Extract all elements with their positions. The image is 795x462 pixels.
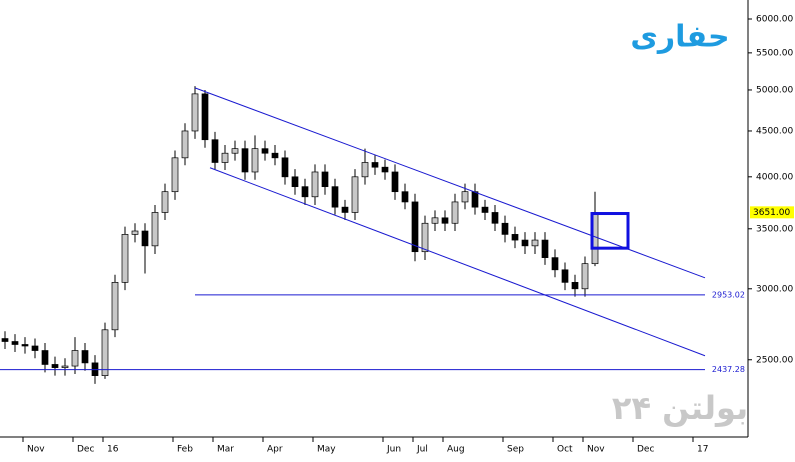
candle-body: [491, 212, 499, 224]
x-tick-label: Nov: [587, 445, 605, 455]
candle-body: [131, 230, 139, 235]
candle-body: [391, 171, 399, 193]
candle-body: [571, 282, 579, 290]
highlight-box: [590, 212, 630, 250]
x-tick-label: Feb: [177, 445, 193, 455]
x-tick-label: Nov: [27, 445, 45, 455]
candle-body: [181, 130, 189, 159]
candle-body: [311, 171, 319, 198]
candle-body: [251, 148, 259, 173]
candle-body: [431, 217, 439, 224]
candle-body: [331, 186, 339, 208]
candle-body: [521, 239, 529, 247]
candle-body: [471, 191, 479, 208]
candle-body: [191, 93, 199, 132]
candle-body: [501, 222, 509, 235]
candle-body: [531, 239, 539, 247]
candle-body: [401, 191, 409, 203]
candle-body: [261, 148, 269, 154]
candle-body: [231, 148, 239, 154]
candle-body: [451, 201, 459, 224]
candle-body: [581, 263, 589, 290]
candle-body: [551, 257, 559, 271]
level-label: 2953.02: [712, 290, 745, 299]
candle-body: [111, 282, 119, 331]
candle-body: [201, 93, 209, 141]
candle-body: [481, 206, 489, 213]
x-tick-label: Sep: [507, 445, 524, 455]
candle-body: [101, 329, 109, 376]
candle-body: [31, 345, 39, 351]
candle-body: [541, 239, 549, 258]
candle-body: [51, 364, 59, 368]
x-tick-label: Aug: [447, 445, 465, 455]
candle-body: [281, 157, 289, 178]
candle-body: [61, 365, 69, 368]
candle-body: [41, 350, 49, 365]
candle-body: [21, 344, 29, 347]
level-label: 2437.28: [712, 365, 745, 374]
y-tick-label: 4000.00: [756, 172, 793, 182]
candle-body: [321, 171, 329, 188]
x-tick-label: Dec: [637, 445, 654, 455]
y-tick-label: 6000.00: [756, 14, 793, 24]
x-tick-label: Jun: [386, 445, 401, 455]
candle-body: [271, 152, 279, 159]
chart-title: حفاری: [630, 20, 729, 55]
price-tag-label: 3651.00: [753, 208, 790, 218]
candle-body: [341, 206, 349, 213]
y-tick-label: 4500.00: [756, 126, 793, 136]
y-tick-label: 2500.00: [756, 355, 793, 365]
candle-body: [441, 217, 449, 224]
candle-body: [141, 230, 149, 247]
y-tick-label: 3000.00: [756, 284, 793, 294]
candle-body: [301, 186, 309, 198]
x-tick-label: Mar: [217, 445, 234, 455]
x-tick-label: Apr: [267, 445, 283, 455]
candle-body: [381, 166, 389, 173]
trendline: [194, 87, 706, 279]
candle-body: [1, 338, 9, 342]
candle-body: [371, 162, 379, 168]
candle-body: [151, 212, 159, 247]
candle-body: [291, 176, 299, 188]
candle-body: [71, 350, 79, 367]
candle-body: [81, 350, 89, 364]
y-tick-label: 3500.00: [756, 224, 793, 234]
x-tick-label: Dec: [77, 445, 94, 455]
trendline: [209, 167, 706, 357]
x-tick-label: Jul: [416, 445, 428, 455]
x-tick-label: May: [317, 445, 336, 455]
watermark: بولتن ۲۴: [612, 389, 748, 427]
candle-body: [421, 222, 429, 253]
candle-body: [121, 234, 129, 283]
candle-body: [211, 139, 219, 163]
candle-body: [511, 234, 519, 241]
candle-body: [361, 162, 369, 178]
x-tick-label: 16: [107, 445, 119, 455]
x-tick-label: 17: [697, 445, 708, 455]
price-tag: [750, 206, 794, 219]
candle-body: [411, 201, 419, 253]
candle-body: [561, 269, 569, 283]
candle-body: [241, 148, 249, 173]
candle-body: [11, 341, 19, 345]
y-tick-label: 5000.00: [756, 85, 793, 95]
candle-body: [351, 176, 359, 213]
y-tick-label: 5500.00: [756, 48, 793, 58]
x-tick-label: Oct: [557, 445, 573, 455]
candle-body: [171, 157, 179, 193]
candle-body: [221, 152, 229, 163]
candle-body: [161, 191, 169, 213]
candle-body: [461, 191, 469, 203]
